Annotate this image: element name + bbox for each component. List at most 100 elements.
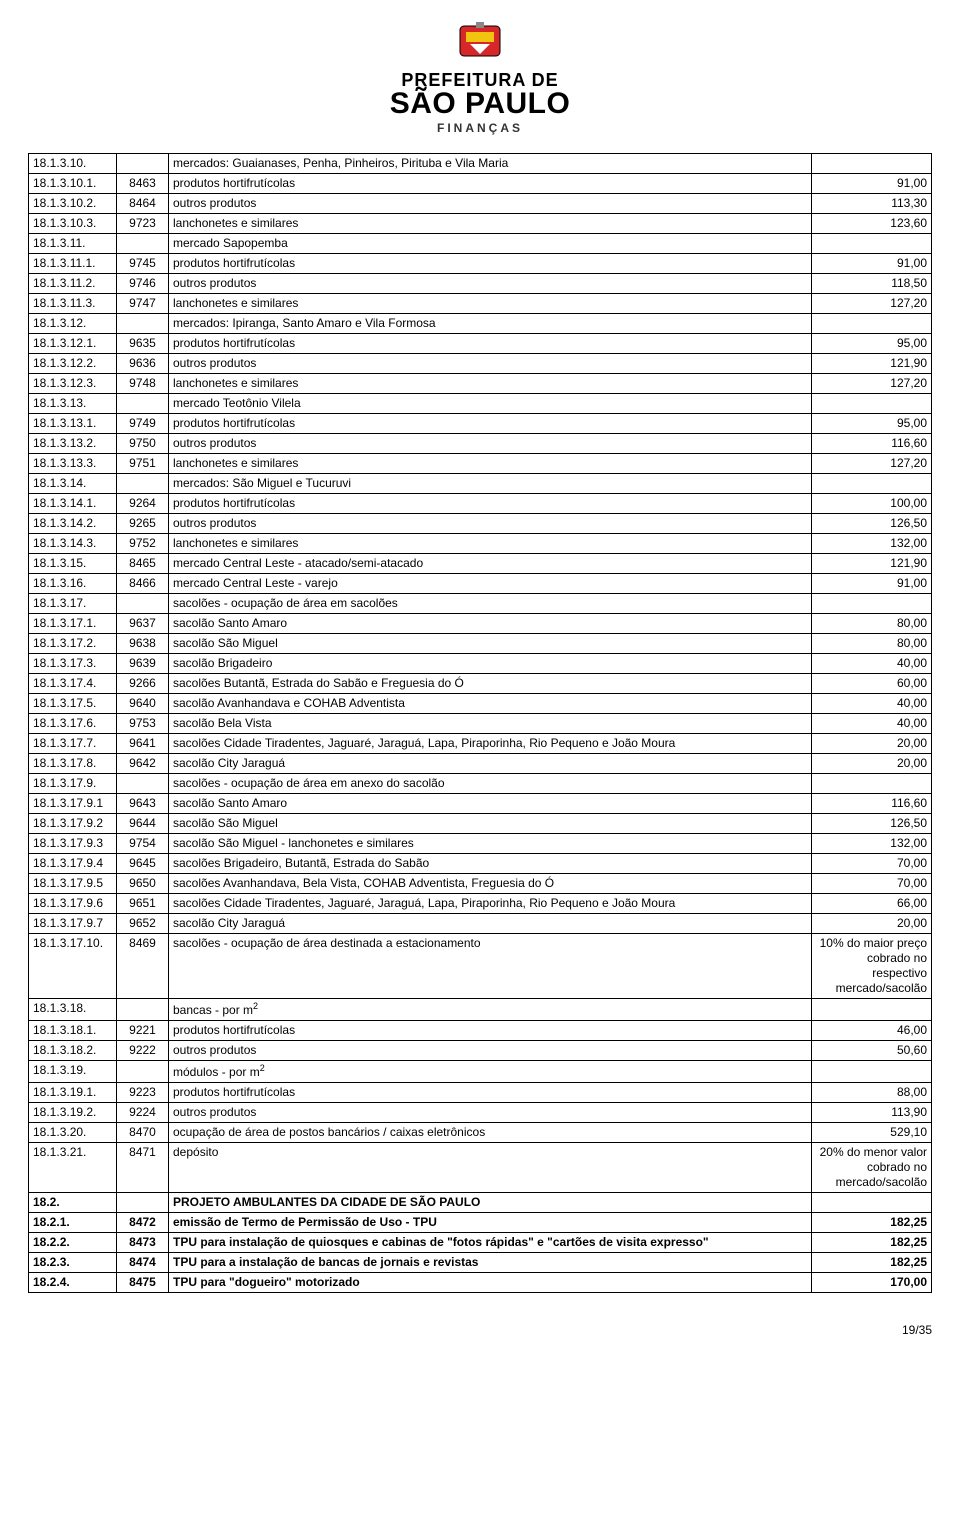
row-value: 95,00 — [812, 414, 932, 434]
row-value: 116,60 — [812, 434, 932, 454]
row-id: 9745 — [117, 254, 169, 274]
row-code: 18.1.3.16. — [29, 574, 117, 594]
row-code: 18.1.3.10. — [29, 154, 117, 174]
row-id: 9645 — [117, 854, 169, 874]
row-description: TPU para a instalação de bancas de jorna… — [169, 1253, 812, 1273]
row-value — [812, 1193, 932, 1213]
row-code: 18.1.3.14.2. — [29, 514, 117, 534]
row-code: 18.1.3.17.8. — [29, 754, 117, 774]
table-row: 18.1.3.17.9.29644sacolão São Miguel126,5… — [29, 814, 932, 834]
row-description: outros produtos — [169, 1041, 812, 1061]
row-value: 66,00 — [812, 894, 932, 914]
table-row: 18.1.3.19.2.9224outros produtos113,90 — [29, 1103, 932, 1123]
row-value: 20,00 — [812, 754, 932, 774]
table-row: 18.2.PROJETO AMBULANTES DA CIDADE DE SÃO… — [29, 1193, 932, 1213]
row-code: 18.1.3.17.5. — [29, 694, 117, 714]
row-code: 18.1.3.11.1. — [29, 254, 117, 274]
row-value — [812, 234, 932, 254]
row-id: 9752 — [117, 534, 169, 554]
row-value: 113,90 — [812, 1103, 932, 1123]
row-code: 18.1.3.17. — [29, 594, 117, 614]
row-code: 18.1.3.11. — [29, 234, 117, 254]
table-row: 18.1.3.13.2.9750outros produtos116,60 — [29, 434, 932, 454]
row-description: módulos - por m2 — [169, 1061, 812, 1083]
row-id: 8463 — [117, 174, 169, 194]
row-value: 60,00 — [812, 674, 932, 694]
row-id: 9224 — [117, 1103, 169, 1123]
row-value — [812, 774, 932, 794]
table-row: 18.1.3.17.6.9753sacolão Bela Vista40,00 — [29, 714, 932, 734]
row-description: TPU para "dogueiro" motorizado — [169, 1273, 812, 1293]
row-id: 9750 — [117, 434, 169, 454]
row-value: 46,00 — [812, 1021, 932, 1041]
row-code: 18.2.2. — [29, 1233, 117, 1253]
row-description: sacolões Butantã, Estrada do Sabão e Fre… — [169, 674, 812, 694]
row-description: lanchonetes e similares — [169, 294, 812, 314]
table-row: 18.2.1.8472emissão de Termo de Permissão… — [29, 1213, 932, 1233]
row-description: outros produtos — [169, 354, 812, 374]
row-id: 8464 — [117, 194, 169, 214]
row-id: 9637 — [117, 614, 169, 634]
row-value: 126,50 — [812, 514, 932, 534]
row-description: outros produtos — [169, 434, 812, 454]
table-row: 18.1.3.17.8.9642sacolão City Jaraguá20,0… — [29, 754, 932, 774]
row-id: 8474 — [117, 1253, 169, 1273]
row-description: sacolões Cidade Tiradentes, Jaguaré, Jar… — [169, 894, 812, 914]
row-id: 9652 — [117, 914, 169, 934]
row-description: lanchonetes e similares — [169, 214, 812, 234]
row-id: 9221 — [117, 1021, 169, 1041]
row-value: 182,25 — [812, 1213, 932, 1233]
row-description: sacolão City Jaraguá — [169, 914, 812, 934]
page-header: PREFEITURA DE SÃO PAULO FINANÇAS — [28, 20, 932, 135]
row-description: lanchonetes e similares — [169, 374, 812, 394]
row-id — [117, 999, 169, 1021]
row-description: sacolões Cidade Tiradentes, Jaguaré, Jar… — [169, 734, 812, 754]
row-id — [117, 594, 169, 614]
row-description: produtos hortifrutícolas — [169, 174, 812, 194]
row-description: sacolões - ocupação de área em anexo do … — [169, 774, 812, 794]
row-value: 40,00 — [812, 714, 932, 734]
row-code: 18.1.3.15. — [29, 554, 117, 574]
row-id: 8470 — [117, 1123, 169, 1143]
table-row: 18.1.3.19.1.9223produtos hortifrutícolas… — [29, 1083, 932, 1103]
row-id — [117, 394, 169, 414]
fee-table: 18.1.3.10.mercados: Guaianases, Penha, P… — [28, 153, 932, 1293]
row-value: 10% do maior preço cobrado no respectivo… — [812, 934, 932, 999]
row-code: 18.1.3.17.9.1 — [29, 794, 117, 814]
row-value: 100,00 — [812, 494, 932, 514]
table-row: 18.1.3.17. sacolões - ocupação de área em… — [29, 594, 932, 614]
row-value — [812, 474, 932, 494]
row-code: 18.2.3. — [29, 1253, 117, 1273]
row-value: 182,25 — [812, 1253, 932, 1273]
row-description: sacolões Brigadeiro, Butantã, Estrada do… — [169, 854, 812, 874]
row-code: 18.1.3.18.2. — [29, 1041, 117, 1061]
row-description: mercados: São Miguel e Tucuruvi — [169, 474, 812, 494]
table-row: 18.2.4.8475TPU para "dogueiro" motorizad… — [29, 1273, 932, 1293]
row-value: 118,50 — [812, 274, 932, 294]
row-code: 18.1.3.17.9.7 — [29, 914, 117, 934]
row-value: 70,00 — [812, 854, 932, 874]
row-description: emissão de Termo de Permissão de Uso - T… — [169, 1213, 812, 1233]
row-description: sacolões - ocupação de área em sacolões — [169, 594, 812, 614]
table-row: 18.1.3.13.mercado Teotônio Vilela — [29, 394, 932, 414]
table-row: 18.2.3.8474TPU para a instalação de banc… — [29, 1253, 932, 1273]
row-id: 9642 — [117, 754, 169, 774]
row-description: outros produtos — [169, 274, 812, 294]
row-description: outros produtos — [169, 1103, 812, 1123]
row-id: 9636 — [117, 354, 169, 374]
table-row: 18.1.3.14.1.9264produtos hortifrutícolas… — [29, 494, 932, 514]
row-code: 18.1.3.12.3. — [29, 374, 117, 394]
row-code: 18.1.3.10.2. — [29, 194, 117, 214]
table-row: 18.1.3.18.1.9221produtos hortifrutícolas… — [29, 1021, 932, 1041]
row-value: 91,00 — [812, 174, 932, 194]
row-description: PROJETO AMBULANTES DA CIDADE DE SÃO PAUL… — [169, 1193, 812, 1213]
row-code: 18.1.3.18.1. — [29, 1021, 117, 1041]
table-row: 18.1.3.17.7.9641sacolões Cidade Tiradent… — [29, 734, 932, 754]
row-value — [812, 394, 932, 414]
row-code: 18.1.3.19.2. — [29, 1103, 117, 1123]
row-id: 9748 — [117, 374, 169, 394]
row-id: 8471 — [117, 1143, 169, 1193]
table-row: 18.1.3.14.3.9752lanchonetes e similares1… — [29, 534, 932, 554]
row-code: 18.1.3.13.3. — [29, 454, 117, 474]
row-id: 9222 — [117, 1041, 169, 1061]
